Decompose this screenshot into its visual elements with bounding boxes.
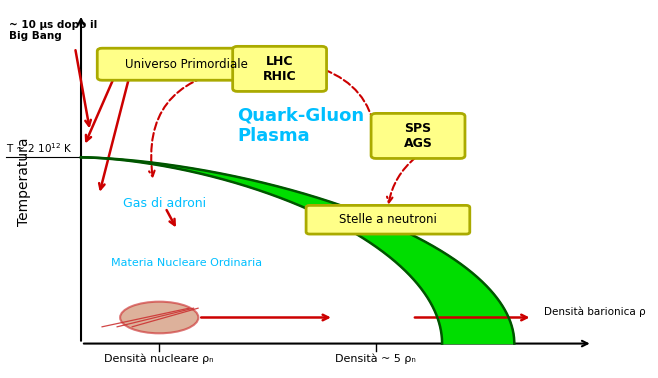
Polygon shape xyxy=(81,157,515,344)
FancyBboxPatch shape xyxy=(371,113,465,158)
FancyBboxPatch shape xyxy=(306,205,470,234)
Ellipse shape xyxy=(120,302,198,333)
Text: Densità ~ 5 ρₙ: Densità ~ 5 ρₙ xyxy=(336,353,417,364)
Text: Stelle a neutroni: Stelle a neutroni xyxy=(339,213,437,226)
Text: Gas di adroni: Gas di adroni xyxy=(123,197,206,211)
Text: Densità nucleare ρₙ: Densità nucleare ρₙ xyxy=(105,353,214,364)
Text: Densità barionica ρ: Densità barionica ρ xyxy=(544,307,646,317)
Text: Quark-Gluon
Plasma: Quark-Gluon Plasma xyxy=(238,106,365,145)
FancyBboxPatch shape xyxy=(97,48,276,80)
Text: Materia Nucleare Ordinaria: Materia Nucleare Ordinaria xyxy=(111,259,263,268)
Text: LHC
RHIC: LHC RHIC xyxy=(263,55,296,83)
Text: Temperatura: Temperatura xyxy=(17,137,31,226)
Text: T ~ 2 10$^{12}$ K: T ~ 2 10$^{12}$ K xyxy=(6,142,72,155)
Text: Universo Primordiale: Universo Primordiale xyxy=(125,58,248,71)
FancyBboxPatch shape xyxy=(233,46,326,91)
Text: SPS
AGS: SPS AGS xyxy=(403,122,432,150)
Text: ~ 10 μs dopo il
Big Bang: ~ 10 μs dopo il Big Bang xyxy=(9,20,97,41)
